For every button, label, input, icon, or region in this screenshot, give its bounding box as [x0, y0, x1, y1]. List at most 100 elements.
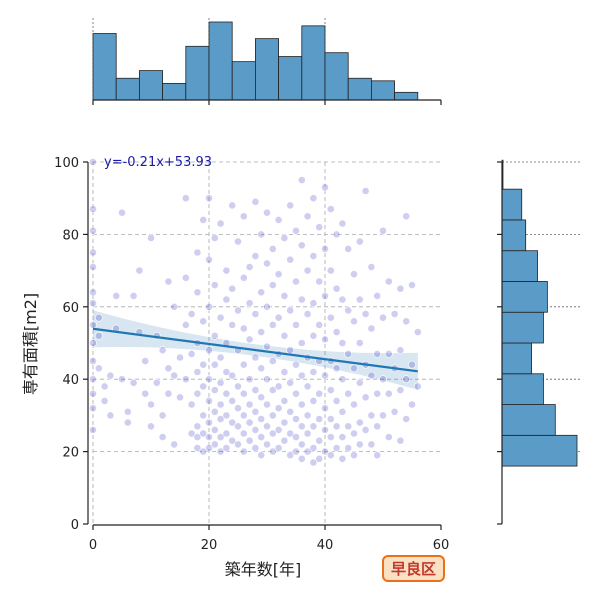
scatter-point — [402, 212, 411, 221]
scatter-point — [379, 226, 387, 235]
scatter-point — [367, 263, 376, 271]
scatter-point — [355, 418, 364, 427]
scatter-point — [251, 197, 260, 206]
top-histogram-bar — [324, 52, 349, 101]
scatter-point — [210, 386, 219, 394]
scatter-point — [205, 396, 213, 405]
scatter-point — [245, 335, 254, 344]
scatter-point — [303, 429, 312, 438]
scatter-point — [205, 255, 213, 264]
scatter-point — [303, 411, 312, 420]
scatter-point — [89, 404, 97, 413]
scatter-point — [118, 208, 126, 217]
scatter-point — [263, 208, 271, 217]
scatter-point — [361, 310, 370, 318]
scatter-point — [216, 219, 225, 228]
scatter-point — [263, 422, 271, 431]
scatter-point — [268, 429, 277, 438]
scatter-point — [205, 375, 213, 384]
y-axis-ticks: 0 20 40 60 80 100 — [54, 156, 88, 533]
scatter-point — [193, 433, 202, 441]
x-axis-ticks: 0 20 40 60 — [89, 525, 449, 553]
top-histogram-bar — [208, 21, 233, 101]
scatter-point — [309, 368, 318, 376]
right-histogram-bar — [501, 219, 527, 252]
y-axis-title: 専有面積[m2] — [21, 293, 40, 395]
scatter-point — [193, 368, 202, 376]
scatter-point — [228, 371, 237, 380]
scatter-point — [280, 291, 289, 300]
scatter-point — [274, 215, 283, 224]
scatter-point — [228, 396, 237, 405]
scatter-point — [396, 346, 405, 355]
scatter-point — [257, 433, 266, 441]
x-tick-label: 20 — [201, 538, 218, 553]
scatter-point — [239, 429, 248, 438]
scatter-point — [355, 237, 364, 246]
scatter-point — [106, 411, 115, 420]
scatter-point — [222, 389, 231, 398]
scatter-point — [274, 425, 283, 434]
scatter-point — [332, 422, 341, 431]
scatter-point — [263, 342, 271, 351]
y-tick-label: 100 — [54, 156, 79, 171]
scatter-point — [413, 328, 422, 336]
scatter-point — [147, 234, 155, 242]
scatter-point — [350, 451, 358, 460]
y-tick-label: 0 — [71, 518, 79, 533]
scatter-point — [234, 237, 242, 246]
scatter-point — [402, 415, 411, 423]
scatter-point — [309, 299, 318, 308]
y-tick-label: 20 — [62, 446, 79, 461]
scatter-point — [402, 375, 411, 384]
scatter-point — [234, 422, 242, 431]
scatter-point — [344, 244, 353, 253]
scatter-point — [367, 411, 376, 420]
top-histogram-bar — [347, 77, 372, 101]
scatter-point — [222, 429, 231, 438]
scatter-point — [251, 310, 260, 318]
scatter-point — [205, 433, 213, 441]
scatter-point — [274, 270, 283, 279]
scatter-point — [350, 400, 358, 409]
scatter-point — [210, 281, 219, 289]
scatter-point — [263, 440, 271, 449]
x-tick-label: 60 — [433, 538, 450, 553]
scatter-point — [367, 324, 376, 333]
top-histogram-ticks — [92, 100, 442, 105]
scatter-point — [344, 444, 353, 452]
scatter-point — [158, 411, 167, 420]
scatter-point — [222, 444, 231, 452]
scatter-point — [338, 375, 347, 384]
scatter-point — [170, 302, 179, 311]
scatter-point — [286, 306, 295, 315]
top-histogram-bar — [301, 25, 326, 101]
scatter-point — [350, 270, 358, 279]
scatter-point — [408, 360, 416, 369]
scatter-point — [355, 378, 364, 387]
scatter-point — [228, 201, 237, 210]
scatter-point — [239, 212, 248, 221]
scatter-point — [326, 451, 335, 460]
scatter-point — [309, 252, 318, 260]
scatter-point — [257, 230, 266, 239]
scatter-point — [199, 317, 208, 326]
scatter-point — [274, 313, 283, 322]
scatter-point — [297, 422, 306, 431]
scatter-point — [199, 447, 208, 456]
scatter-point — [315, 454, 324, 463]
scatter-point — [228, 320, 237, 329]
scatter-point — [373, 422, 382, 431]
scatter-point — [338, 407, 347, 416]
x-tick-label: 40 — [317, 538, 334, 553]
scatter-point — [338, 219, 347, 228]
scatter-point — [303, 447, 312, 456]
top-histogram-bar — [254, 38, 279, 101]
scatter-point — [89, 205, 97, 213]
scatter-point — [297, 339, 306, 347]
scatter-point — [268, 320, 277, 329]
scatter-point — [129, 378, 138, 387]
scatter-point — [263, 375, 271, 384]
scatter-point — [332, 328, 341, 336]
